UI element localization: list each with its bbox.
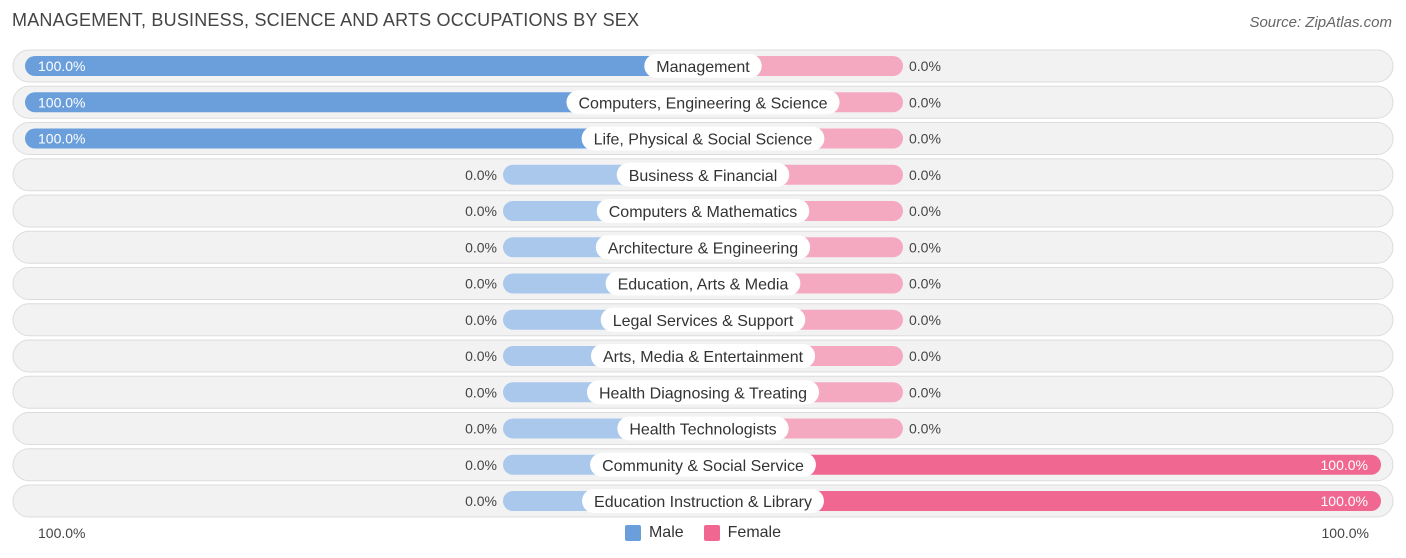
male-value-label: 0.0% [465, 348, 497, 364]
female-value-label: 0.0% [909, 348, 941, 364]
female-value-label: 0.0% [909, 239, 941, 255]
legend-label-male: Male [648, 524, 684, 541]
female-value-label: 0.0% [909, 421, 941, 437]
category-label: Business & Financial [629, 168, 778, 185]
male-value-label: 0.0% [465, 239, 497, 255]
female-value-label: 0.0% [909, 131, 941, 147]
legend: Male Female [0, 522, 1406, 544]
category-label-background [596, 199, 810, 223]
category-label-background [617, 416, 789, 441]
male-bar [25, 56, 703, 76]
category-label: Computers & Mathematics [609, 204, 798, 221]
male-value-label: 100.0% [38, 94, 85, 110]
female-value-label: 0.0% [909, 312, 941, 328]
source-label: Source: ZipAtlas.com [1249, 14, 1392, 31]
female-value-label: 0.0% [909, 203, 941, 219]
male-value-label: 0.0% [465, 493, 497, 509]
male-value-label: 0.0% [465, 457, 497, 473]
category-label-background [605, 271, 801, 296]
legend-item-male: Male [624, 524, 684, 542]
male-value-label: 0.0% [465, 421, 497, 437]
category-label-background [590, 452, 816, 477]
category-label: Community & Social Service [602, 458, 804, 475]
category-label-background [616, 162, 790, 187]
male-value-label: 100.0% [38, 131, 85, 147]
legend-swatch-male [624, 525, 641, 541]
female-value-label: 100.0% [1321, 457, 1368, 473]
category-label-background [600, 307, 806, 332]
legend-label-female: Female [727, 524, 782, 541]
axis-label-right: 100.0% [1321, 525, 1369, 541]
female-value-label: 0.0% [909, 276, 941, 292]
male-value-label: 0.0% [465, 312, 497, 328]
male-value-label: 100.0% [38, 58, 85, 74]
male-bar [25, 92, 703, 113]
legend-item-female: Female [703, 524, 782, 542]
female-value-label: 0.0% [909, 167, 941, 183]
category-label: Education Instruction & Library [594, 494, 812, 511]
category-label: Life, Physical & Social Science [594, 132, 813, 149]
female-value-label: 0.0% [909, 384, 941, 400]
male-value-label: 0.0% [465, 203, 497, 219]
category-label: Legal Services & Support [613, 313, 794, 330]
female-value-label: 0.0% [909, 58, 941, 74]
category-label-background [586, 380, 820, 405]
category-label-background [566, 90, 840, 115]
female-value-label: 0.0% [909, 94, 941, 110]
male-value-label: 0.0% [465, 276, 497, 292]
male-bar [25, 128, 703, 149]
category-label: Management [656, 59, 750, 76]
category-label-background [595, 235, 811, 260]
category-label: Health Technologists [629, 422, 776, 439]
legend-swatch-female [703, 525, 720, 541]
chart-canvas: 100.0% 0.0% Management 100.0% 0.0% Computers,… [12, 49, 1394, 518]
category-label: Health Diagnosing & Treating [599, 385, 807, 402]
category-label: Education, Arts & Media [618, 277, 789, 294]
male-value-label: 0.0% [465, 384, 497, 400]
female-value-label: 100.0% [1321, 493, 1368, 509]
category-label: Arts, Media & Entertainment [603, 349, 804, 366]
male-value-label: 0.0% [465, 167, 497, 183]
female-bar [703, 491, 1381, 511]
category-label-background [581, 126, 825, 151]
category-label-background [582, 489, 824, 513]
category-label-background [590, 344, 816, 368]
chart-title: MANAGEMENT, BUSINESS, SCIENCE AND ARTS O… [12, 10, 640, 30]
category-label: Computers, Engineering & Science [578, 95, 827, 112]
category-label-background [644, 54, 762, 78]
category-label: Architecture & Engineering [608, 240, 798, 257]
female-bar [703, 454, 1381, 475]
axis-label-left: 100.0% [38, 525, 86, 541]
